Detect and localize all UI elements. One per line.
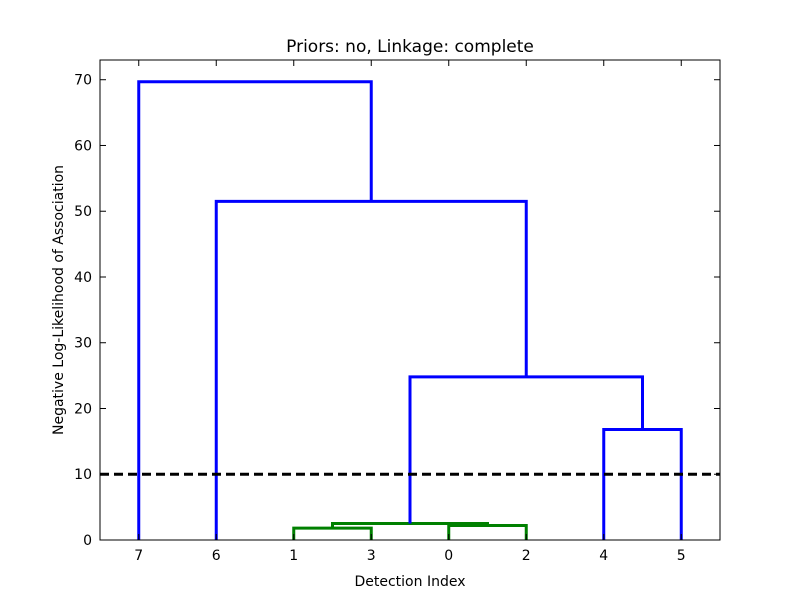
- chart-title: Priors: no, Linkage: complete: [286, 37, 534, 57]
- links-layer: [137, 80, 683, 540]
- y-tick-label: 70: [74, 73, 92, 89]
- plot-frame: [99, 59, 721, 541]
- x-tick-label: 7: [134, 548, 143, 564]
- y-axis-title: Negative Log-Likelihood of Association: [51, 165, 67, 435]
- y-axis: 0 10 20 30 40 50 60 70: [74, 73, 720, 549]
- y-tick-label: 30: [74, 336, 92, 352]
- x-tick-label: 6: [212, 548, 221, 564]
- x-axis: 7 6 1 3 0 2 4 5: [134, 60, 686, 564]
- x-tick-label: 4: [599, 548, 608, 564]
- x-axis-title: Detection Index: [354, 574, 465, 590]
- dendrogram-link-6: [137, 80, 373, 540]
- x-tick-label: 1: [289, 548, 298, 564]
- x-tick-label: 3: [367, 548, 376, 564]
- y-tick-label: 20: [74, 401, 92, 417]
- y-tick-label: 50: [74, 204, 92, 220]
- y-tick-label: 40: [74, 270, 92, 286]
- dendrogram-link-4: [408, 375, 644, 524]
- x-tick-label: 0: [444, 548, 453, 564]
- x-tick-label: 2: [522, 548, 531, 564]
- dendrogram-link-5: [214, 199, 528, 540]
- y-tick-label: 60: [74, 138, 92, 154]
- y-tick-label: 0: [83, 533, 92, 549]
- dendrogram-link-2: [331, 522, 489, 529]
- x-tick-label: 5: [677, 548, 686, 564]
- y-tick-label: 10: [74, 467, 92, 483]
